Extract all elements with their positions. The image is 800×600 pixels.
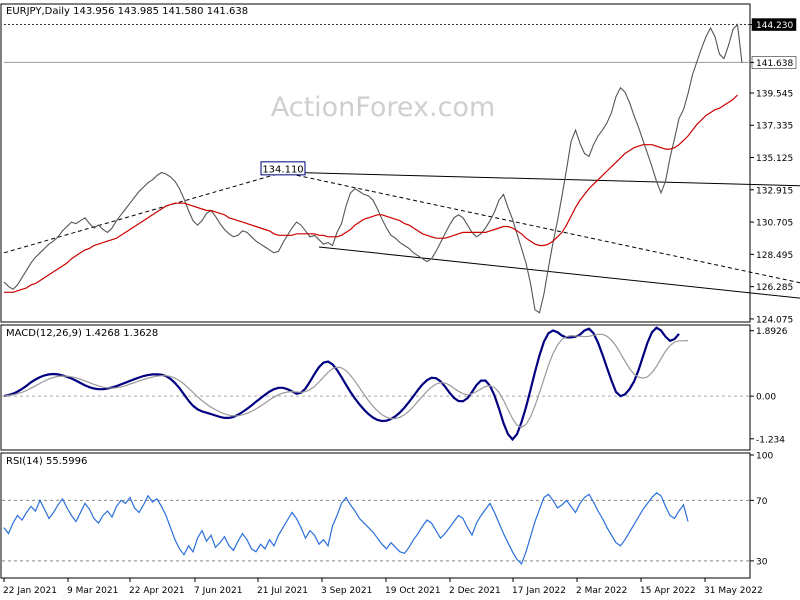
y-tick-label: 139.545 bbox=[756, 89, 793, 99]
macd-header: MACD(12,26,9) 1.4268 1.3628 bbox=[6, 328, 158, 339]
y-tick-label: 141.638 bbox=[756, 59, 793, 69]
y-tick-label: 70 bbox=[756, 497, 768, 507]
macd-series bbox=[2, 326, 750, 442]
trendline bbox=[291, 171, 800, 187]
x-tick-label: 2 Dec 2021 bbox=[449, 586, 501, 596]
series-line-signal bbox=[3, 333, 689, 428]
x-tick-label: 15 Apr 2022 bbox=[640, 586, 696, 596]
y-tick-label: 124.075 bbox=[756, 315, 793, 325]
rsi-panel bbox=[0, 452, 751, 579]
y-axes: 124.075 126.285 128.495 130.705 132.915 135.1… bbox=[750, 18, 797, 567]
x-tick-label: 31 May 2022 bbox=[704, 586, 763, 596]
series-line-moving-average bbox=[4, 94, 738, 293]
x-tick-label: 9 Mar 2021 bbox=[67, 586, 118, 596]
price-lines bbox=[3, 24, 800, 299]
x-tick-label: 2 Mar 2022 bbox=[576, 586, 627, 596]
price-series bbox=[3, 23, 743, 314]
x-tick-label: 22 Apr 2021 bbox=[129, 586, 185, 596]
rsi-header: RSI(14) 55.5996 bbox=[6, 456, 87, 467]
x-tick-label: 3 Sep 2021 bbox=[321, 586, 372, 596]
y-tick-label: 30 bbox=[756, 557, 768, 567]
price-annotations: 134.110124.370139.990137.830132.630144.2… bbox=[260, 161, 306, 176]
trendline bbox=[318, 246, 800, 299]
x-tick-label: 21 Jul 2021 bbox=[257, 586, 308, 596]
y-tick-label: 130.705 bbox=[756, 219, 793, 229]
price-panel bbox=[0, 3, 751, 323]
y-tick-label: 100 bbox=[756, 452, 773, 462]
macd-panel bbox=[0, 324, 751, 451]
y-tick-label: -1.234 bbox=[756, 435, 785, 445]
y-tick-label: 132.915 bbox=[756, 186, 793, 196]
y-tick-label: 128.495 bbox=[756, 251, 793, 261]
trendline bbox=[282, 171, 800, 284]
y-tick-label: 137.335 bbox=[756, 122, 793, 132]
series-line-price bbox=[3, 23, 743, 314]
annotation-134110: 134.110 bbox=[260, 161, 306, 176]
series-line-rsi bbox=[3, 492, 689, 565]
x-axis: 22 Jan 2021 9 Mar 2021 22 Apr 2021 7 Jun 20… bbox=[3, 578, 763, 596]
y-tick-label: 126.285 bbox=[756, 283, 793, 293]
series-line-macd bbox=[3, 326, 680, 442]
x-tick-label: 22 Jan 2021 bbox=[3, 586, 57, 596]
x-tick-label: 7 Jun 2021 bbox=[194, 586, 242, 596]
y-tick-label: 0.00 bbox=[756, 393, 776, 403]
y-tick-label: 144.230 bbox=[756, 21, 793, 31]
y-tick-label: 1.8926 bbox=[756, 327, 788, 337]
watermark: ActionForex.com bbox=[271, 92, 496, 123]
y-tick-label: 135.125 bbox=[756, 154, 793, 164]
svg-text:134.110: 134.110 bbox=[262, 164, 303, 175]
x-tick-label: 19 Oct 2021 bbox=[385, 586, 441, 596]
price-header: EURJPY,Daily 143.956 143.985 141.580 141… bbox=[6, 6, 248, 17]
x-tick-label: 17 Jan 2022 bbox=[512, 586, 566, 596]
trendline bbox=[3, 171, 284, 254]
rsi-series bbox=[2, 492, 750, 565]
